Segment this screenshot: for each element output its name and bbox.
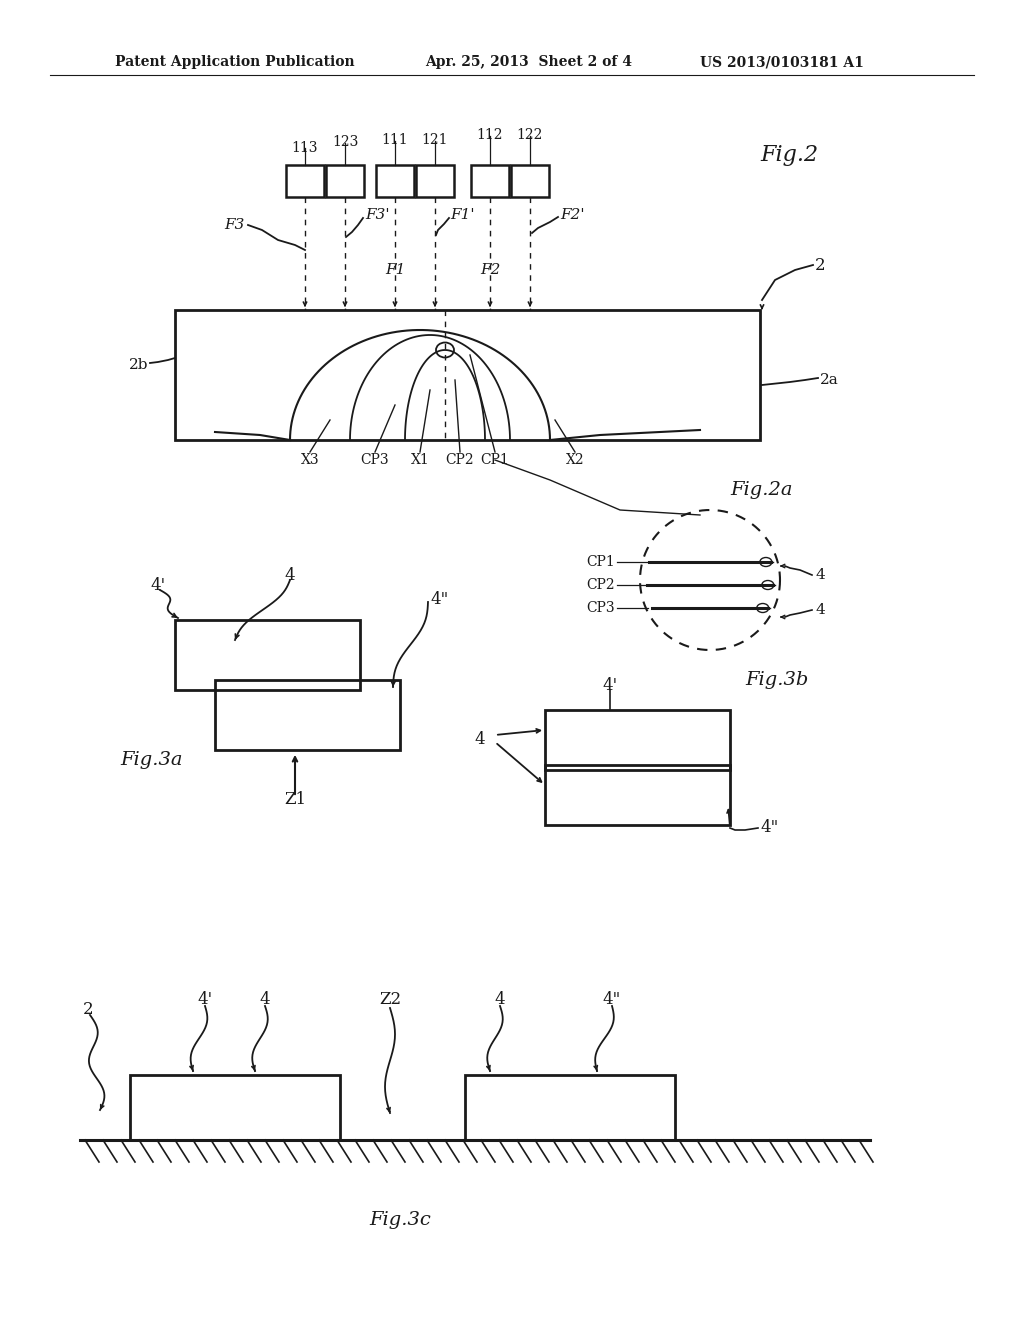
Text: X1: X1 [411, 453, 429, 467]
Text: Fig.3c: Fig.3c [369, 1210, 431, 1229]
Text: 121: 121 [422, 133, 449, 147]
Text: F2: F2 [480, 263, 500, 277]
Bar [130, 1074, 340, 1140]
Text: F3: F3 [224, 218, 245, 232]
Text: X2: X2 [565, 453, 585, 467]
Text: 4: 4 [475, 731, 485, 748]
Text: 4': 4' [151, 577, 166, 594]
Bar [175, 620, 360, 690]
Bar [471, 165, 509, 197]
Text: 4": 4" [430, 591, 449, 609]
Text: F1: F1 [385, 263, 406, 277]
Text: CP1: CP1 [587, 554, 615, 569]
Bar [175, 310, 760, 440]
Bar [416, 165, 454, 197]
Text: 4': 4' [198, 991, 213, 1008]
Text: X3: X3 [301, 453, 319, 467]
Text: 2: 2 [83, 1002, 93, 1019]
Bar [511, 165, 549, 197]
Bar [326, 165, 364, 197]
Text: Patent Application Publication: Patent Application Publication [115, 55, 354, 69]
Text: Z1: Z1 [284, 792, 306, 808]
Text: CP2: CP2 [445, 453, 474, 467]
Text: 4': 4' [602, 676, 617, 693]
Bar [545, 710, 730, 770]
Text: 2b: 2b [128, 358, 148, 372]
Text: Apr. 25, 2013  Sheet 2 of 4: Apr. 25, 2013 Sheet 2 of 4 [425, 55, 632, 69]
Text: 4: 4 [495, 991, 505, 1008]
Text: CP1: CP1 [480, 453, 509, 467]
Text: 2: 2 [815, 256, 825, 273]
Text: 4: 4 [260, 991, 270, 1008]
Text: 113: 113 [292, 141, 318, 154]
Text: F1': F1' [450, 209, 475, 222]
Bar [465, 1074, 675, 1140]
Text: CP3: CP3 [587, 601, 615, 615]
Bar [545, 766, 730, 825]
Text: Fig.3a: Fig.3a [120, 751, 182, 770]
Text: Fig.2a: Fig.2a [730, 480, 793, 499]
Text: 2a: 2a [820, 374, 839, 387]
Text: Z2: Z2 [379, 991, 401, 1008]
Text: CP3: CP3 [360, 453, 389, 467]
Bar [215, 680, 400, 750]
Text: 111: 111 [382, 133, 409, 147]
Text: 4: 4 [285, 566, 295, 583]
Text: Fig.3b: Fig.3b [745, 671, 808, 689]
Text: Fig.2: Fig.2 [760, 144, 818, 166]
Text: F3': F3' [365, 209, 389, 222]
Text: US 2013/0103181 A1: US 2013/0103181 A1 [700, 55, 864, 69]
Text: CP2: CP2 [587, 578, 615, 591]
Text: 122: 122 [517, 128, 543, 143]
Text: 112: 112 [477, 128, 503, 143]
Bar [376, 165, 414, 197]
Text: 4": 4" [760, 820, 778, 837]
Bar [286, 165, 324, 197]
Text: F2': F2' [560, 209, 585, 222]
Text: 123: 123 [332, 135, 358, 149]
Text: 4: 4 [815, 603, 824, 616]
Text: 4": 4" [603, 991, 622, 1008]
Text: 4: 4 [815, 568, 824, 582]
